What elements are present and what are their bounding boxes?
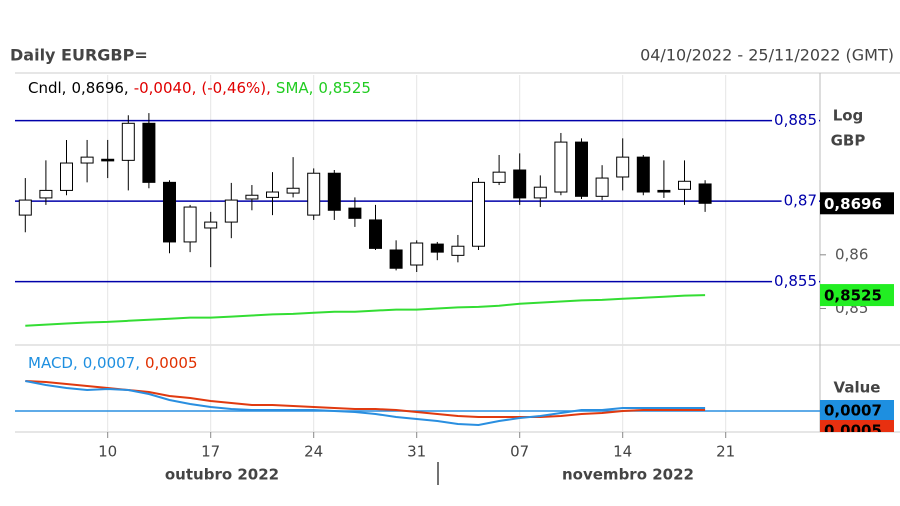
legend-entry: SMA, xyxy=(276,79,314,97)
x-tick-label: 10 xyxy=(98,443,117,461)
h-line-label: 0,855 xyxy=(774,272,817,290)
candle-body xyxy=(245,194,259,200)
label-bg xyxy=(772,111,819,130)
axis-label: Log xyxy=(833,107,864,125)
x-tick-label: 21 xyxy=(716,443,735,461)
candle-body xyxy=(616,156,630,178)
x-tick-label: 17 xyxy=(201,443,220,461)
legend-entry: 0,0005 xyxy=(145,354,198,372)
candle-body xyxy=(18,199,32,216)
candle-body xyxy=(678,180,691,190)
legend-entry: MACD, xyxy=(28,354,78,372)
candle-body xyxy=(266,191,279,198)
x-tick-label: 31 xyxy=(407,443,426,461)
candle-body xyxy=(472,181,485,247)
candle-body xyxy=(224,199,238,223)
candle-body xyxy=(595,177,609,197)
candle-body xyxy=(636,156,650,193)
price-tag xyxy=(820,192,894,215)
legend: MACD, 0,0007, 0,0005 xyxy=(28,354,198,372)
axis-label: GBP xyxy=(831,132,866,150)
candle-body xyxy=(533,186,547,199)
month-label: outubro 2022 xyxy=(165,466,279,484)
candle-body xyxy=(513,169,527,199)
legend-entry: -0,0040, xyxy=(134,79,197,97)
candle-body xyxy=(451,245,465,256)
label-bg xyxy=(781,191,819,210)
candle-body xyxy=(430,243,444,253)
x-tick-label: 07 xyxy=(510,443,529,461)
candle-body xyxy=(60,162,73,191)
value-tag-box xyxy=(820,420,894,432)
h-line-label: 0,87 xyxy=(784,192,817,210)
legend-entry: 0,8696, xyxy=(71,79,128,97)
price-tag-label: 0,8696 xyxy=(824,195,882,213)
legend-entry: (-0,46%), xyxy=(201,79,271,97)
candle-body xyxy=(389,249,403,269)
candle-body xyxy=(39,189,53,199)
x-tick-label: 14 xyxy=(613,443,632,461)
x-tick-label: 24 xyxy=(304,443,323,461)
candle-body xyxy=(348,207,362,219)
value-tag-box xyxy=(820,400,894,420)
value-tag-label: 0,0005 xyxy=(824,422,882,440)
legend-entry: Cndl, xyxy=(28,79,66,97)
chart-title: Daily EURGBP= xyxy=(10,46,148,65)
line xyxy=(25,294,706,327)
candle-body xyxy=(204,221,218,229)
value-tag: 0,0007 xyxy=(820,400,894,420)
candle-body xyxy=(142,122,156,183)
candle-body xyxy=(492,171,506,183)
candle-body xyxy=(554,141,568,193)
candle-body xyxy=(369,219,382,249)
line xyxy=(25,380,706,427)
y-tick-label: 0,86 xyxy=(835,245,868,263)
axis-label: Value xyxy=(834,379,881,397)
candle-body xyxy=(101,158,115,162)
candle-body xyxy=(410,242,424,266)
candle-body xyxy=(575,141,588,197)
date-range: 04/10/2022 - 25/11/2022 (GMT) xyxy=(640,46,894,65)
legend-entry: 0,8525 xyxy=(318,79,371,97)
candle-body xyxy=(657,189,671,193)
value-tag: 0,0005 xyxy=(820,420,894,440)
month-label: novembro 2022 xyxy=(562,466,694,484)
plot: 10 17 24 31 07 14 21 outubro 2022 novembro 2022 0… xyxy=(15,75,894,484)
legend-entry: 0,0007, xyxy=(83,354,140,372)
h-line-label: 0,885 xyxy=(774,111,817,129)
candle-body xyxy=(80,156,94,164)
candle-body xyxy=(698,183,712,204)
candle-body xyxy=(121,122,135,161)
candle-body xyxy=(286,187,300,194)
candle-body xyxy=(163,181,176,243)
price-tag xyxy=(820,284,894,307)
candle-body xyxy=(307,172,321,216)
price-tag-label: 0,8525 xyxy=(824,287,882,305)
legend: Cndl, 0,8696, -0,0040, (-0,46%), SMA, 0,8525 xyxy=(28,79,371,97)
candle-body xyxy=(183,206,197,243)
candle-body xyxy=(327,172,341,211)
label-bg xyxy=(772,272,819,291)
value-tag-label: 0,0007 xyxy=(824,402,882,420)
